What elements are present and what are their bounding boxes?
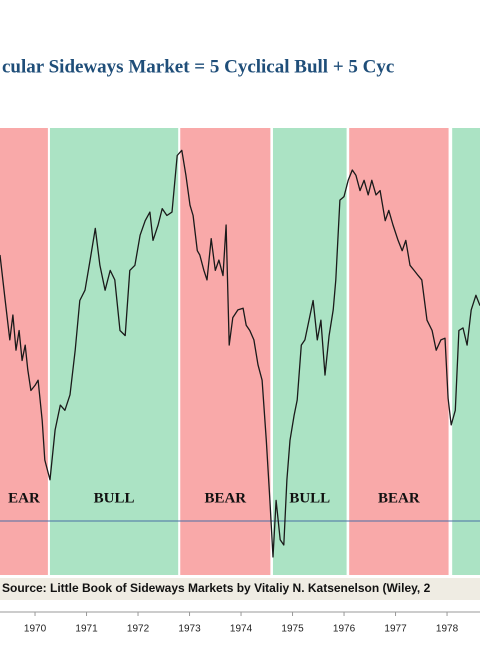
band-label: BEAR (204, 490, 246, 506)
band-label: BEAR (378, 490, 420, 506)
x-tick-label: 1977 (384, 624, 407, 635)
x-tick-label: 1978 (436, 624, 459, 635)
chart-title: cular Sideways Market = 5 Cyclical Bull … (2, 56, 394, 77)
band (272, 128, 347, 575)
band (49, 128, 179, 575)
band-label: BULL (289, 490, 330, 506)
band (349, 128, 449, 575)
source: Source: Little Book of Sideways Markets … (2, 581, 431, 595)
plot (0, 149, 480, 558)
x-tick-label: 1970 (24, 624, 47, 635)
x-tick-label: 1975 (281, 624, 304, 635)
band (180, 128, 271, 575)
x-axis-ticks: 1970 1971 1972 1973 1974 1975 1976 1977 1978 (24, 612, 459, 635)
x-tick-label: 1973 (178, 624, 201, 635)
source-box (0, 578, 480, 600)
band-label: EAR (8, 490, 40, 506)
x-tick-label: 1974 (230, 624, 253, 635)
bands: EAR BULL BEAR BULL BEAR (0, 128, 480, 575)
x-tick-label: 1976 (333, 624, 356, 635)
series-line (0, 149, 480, 558)
x-tick-label: 1972 (127, 624, 150, 635)
x-tick-label: 1971 (75, 624, 98, 635)
band-label: BULL (94, 490, 135, 506)
band (452, 128, 480, 575)
